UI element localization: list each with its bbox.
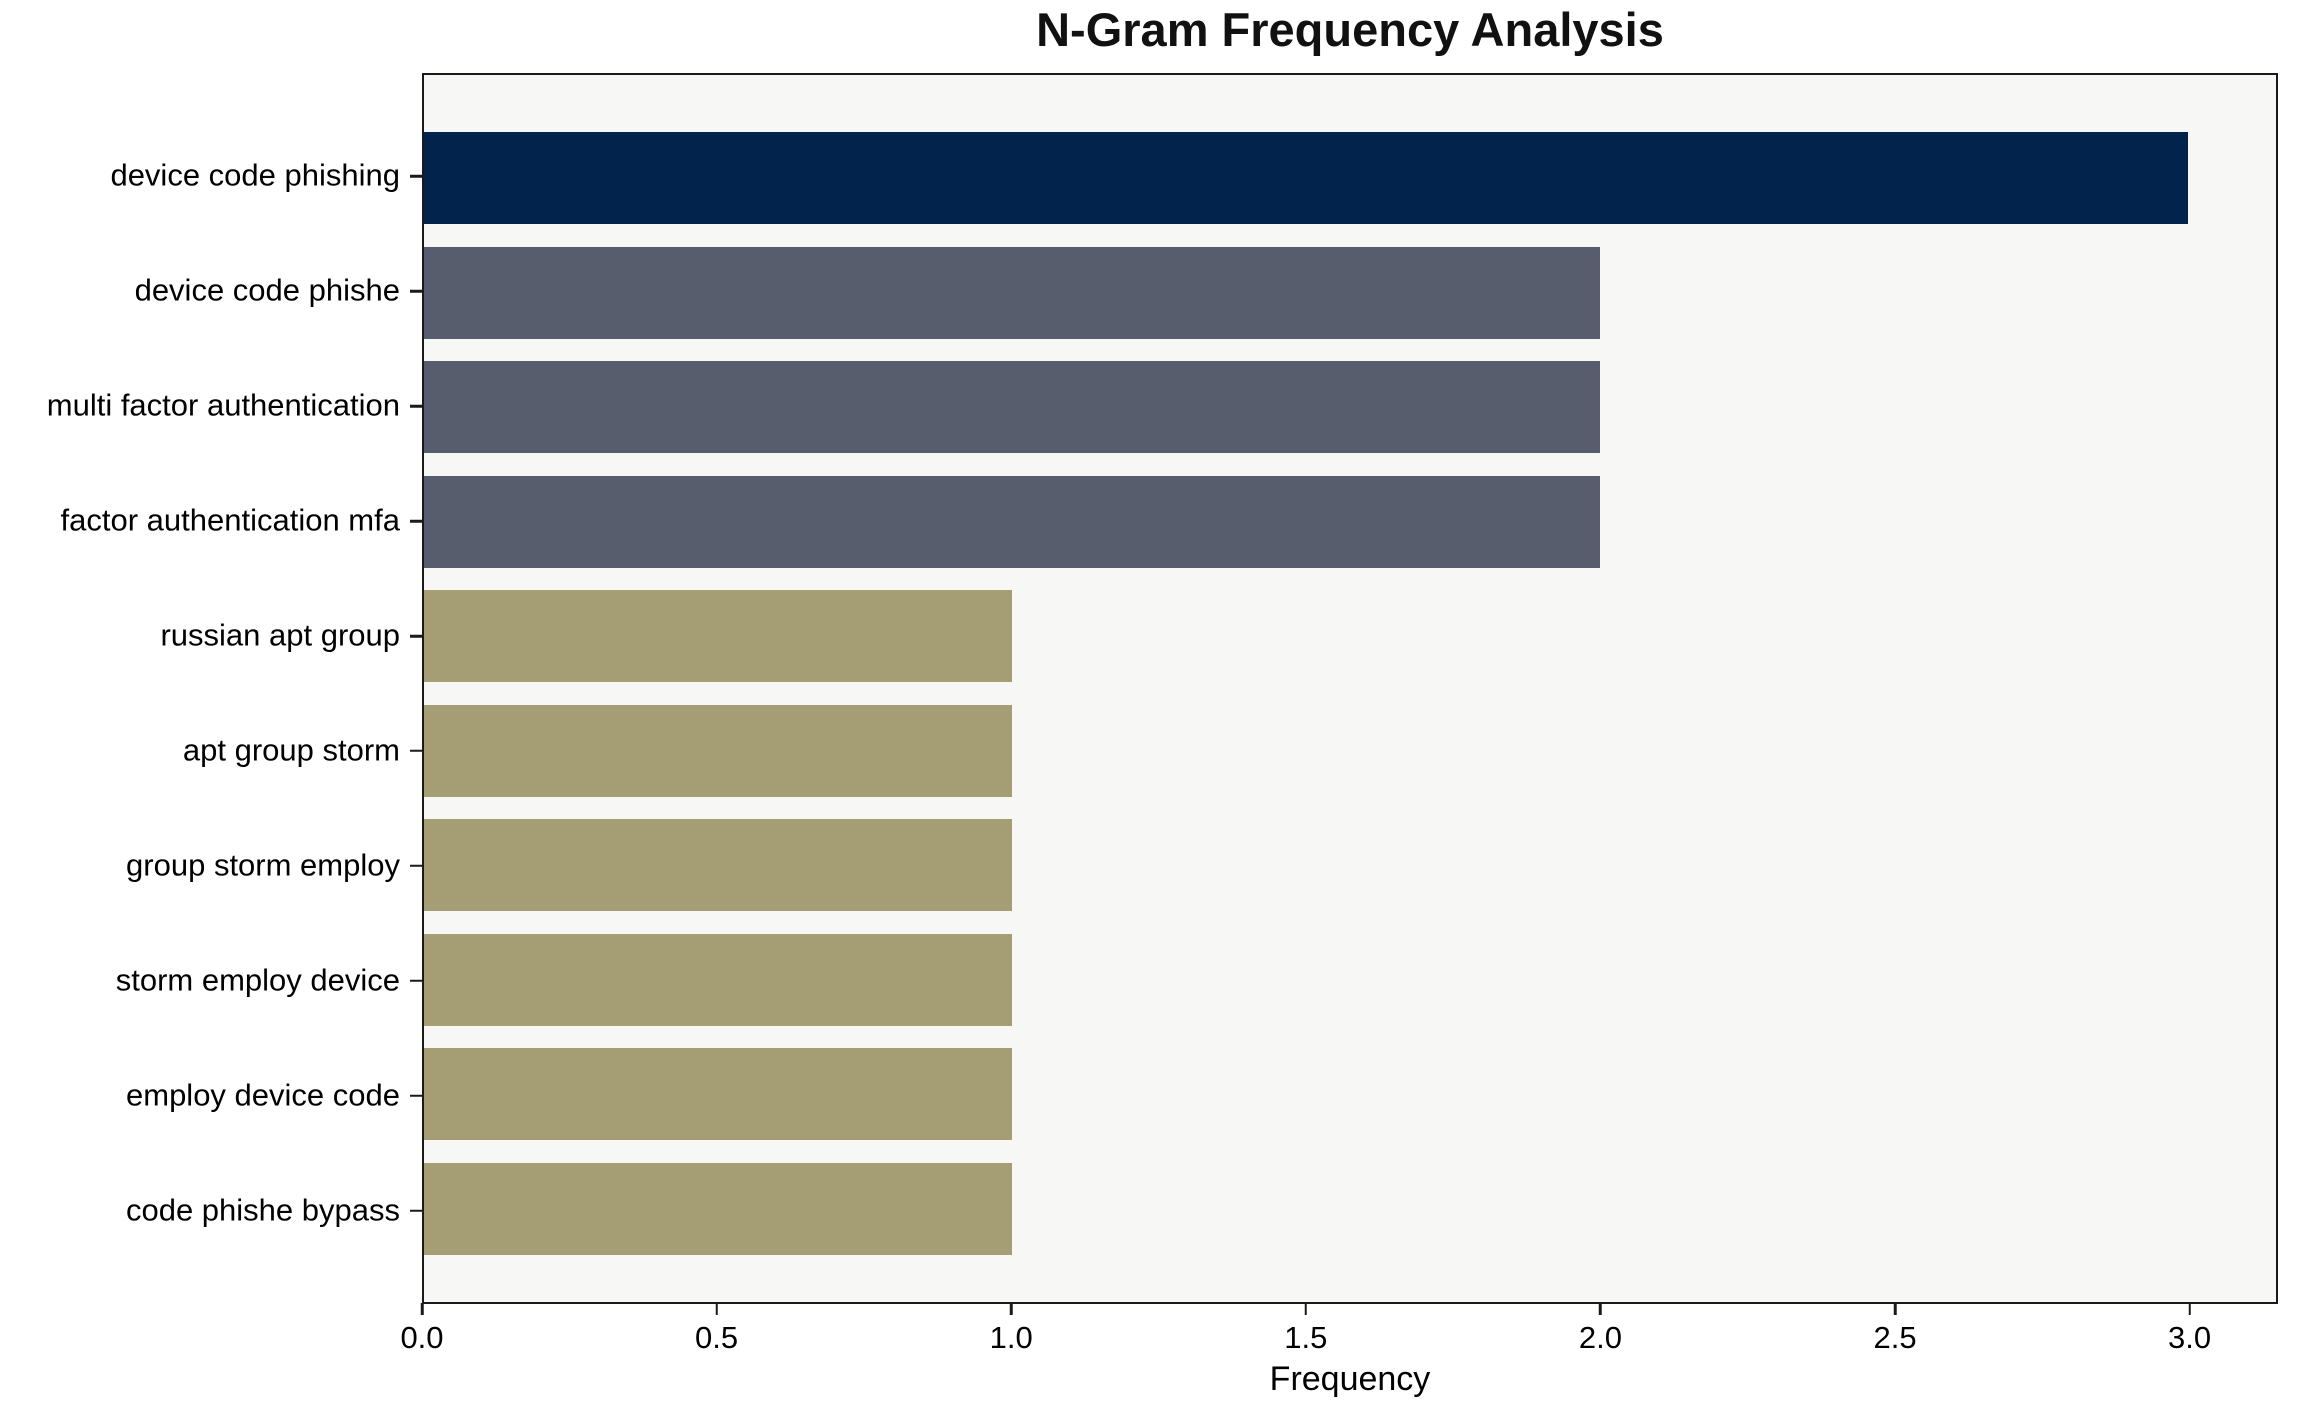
bar-row bbox=[424, 1152, 2276, 1267]
y-tick-label: factor authentication mfa bbox=[60, 502, 400, 538]
y-tick bbox=[410, 634, 422, 638]
bar bbox=[424, 819, 1012, 912]
x-tick-label: 0.0 bbox=[400, 1320, 444, 1355]
chart-title: N-Gram Frequency Analysis bbox=[1036, 3, 1664, 56]
plot-area bbox=[422, 73, 2278, 1304]
bar bbox=[424, 361, 1600, 454]
bar bbox=[424, 132, 2188, 225]
bar bbox=[424, 1048, 1012, 1141]
y-tick-label: group storm employ bbox=[126, 847, 400, 883]
y-tick bbox=[410, 519, 422, 523]
x-tick-label: 2.5 bbox=[1873, 1320, 1917, 1355]
x-tick bbox=[1893, 1303, 1897, 1315]
bar bbox=[424, 246, 1600, 339]
x-tick bbox=[1599, 1303, 1602, 1315]
y-tick-label: device code phishing bbox=[110, 157, 400, 193]
y-tick-label: employ device code bbox=[126, 1076, 400, 1112]
y-tick bbox=[410, 749, 422, 753]
y-tick bbox=[410, 405, 422, 408]
y-tick bbox=[410, 1094, 422, 1097]
y-tick-label: multi factor authentication bbox=[46, 387, 400, 423]
x-tick bbox=[420, 1303, 424, 1315]
y-tick bbox=[410, 864, 422, 868]
bar-row bbox=[424, 579, 2276, 694]
y-tick bbox=[410, 1209, 422, 1212]
bar-row bbox=[424, 923, 2276, 1038]
y-tick-label: code phishe bypass bbox=[125, 1191, 400, 1227]
y-tick bbox=[410, 175, 422, 178]
bar bbox=[424, 1162, 1012, 1255]
bar bbox=[424, 704, 1012, 797]
x-tick bbox=[715, 1303, 718, 1315]
bar-row bbox=[424, 236, 2276, 351]
x-tick bbox=[1304, 1303, 1308, 1315]
x-tick-label: 1.0 bbox=[989, 1320, 1033, 1355]
bar bbox=[424, 475, 1600, 568]
y-tick-label: device code phishe bbox=[134, 272, 400, 308]
y-tick-label: apt group storm bbox=[182, 732, 400, 768]
bar-row bbox=[424, 465, 2276, 580]
bar-row bbox=[424, 808, 2276, 923]
x-tick bbox=[2188, 1303, 2191, 1315]
x-tick bbox=[1009, 1303, 1013, 1315]
y-tick-label: storm employ device bbox=[115, 962, 400, 998]
x-tick-label: 3.0 bbox=[2168, 1320, 2212, 1355]
y-tick bbox=[410, 979, 422, 982]
x-axis-title: Frequency bbox=[1269, 1360, 1431, 1398]
bar-row bbox=[424, 1037, 2276, 1152]
bar-row bbox=[424, 350, 2276, 465]
y-tick-label: russian apt group bbox=[160, 617, 400, 653]
bar bbox=[424, 590, 1012, 683]
x-tick-label: 1.5 bbox=[1284, 1320, 1328, 1355]
bar-row bbox=[424, 694, 2276, 809]
bar bbox=[424, 933, 1012, 1026]
x-tick-label: 2.0 bbox=[1578, 1320, 1622, 1355]
x-tick-label: 0.5 bbox=[695, 1320, 739, 1355]
bar-row bbox=[424, 121, 2276, 236]
y-tick bbox=[410, 290, 422, 293]
